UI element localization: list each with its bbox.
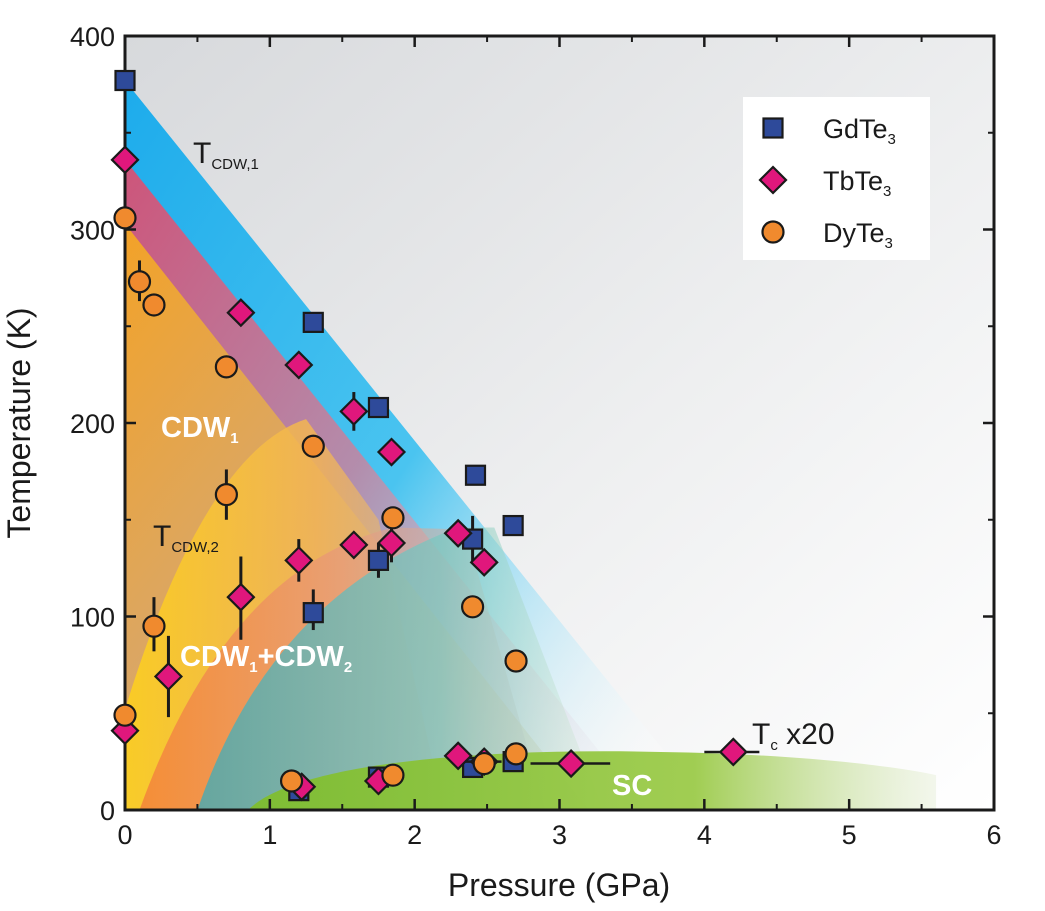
x-tick-label: 4 [697,820,712,850]
dyte3-point-7 [461,595,485,619]
tbte3-point-17 [556,749,586,779]
tc-label-main: T [752,718,770,751]
cdw1-cdw2-label-b-sub: 2 [344,659,352,676]
tc-label-sub: c [770,737,778,754]
x-tick-label: 5 [842,820,857,850]
tcdw2-label-sub: CDW,2 [171,539,219,556]
cdw1-label: CDW1 [161,412,239,447]
dyte3-point-1 [127,270,152,294]
x-tick-label: 1 [262,820,277,850]
gdte3-point-2 [367,396,390,419]
tbte3-point-2 [284,350,314,380]
gdte3-point-3 [464,464,487,486]
cdw1-cdw2-label-b: CDW [275,641,345,673]
cdw1-cdw2-label-a: CDW [180,641,250,673]
gdte3-point-1 [302,311,324,333]
tbte3-point-11 [153,661,184,692]
tbte3-point-6 [469,547,499,577]
gdte3-point-0 [114,69,136,92]
sc-label: SC [612,770,652,802]
legend-label-sub: 3 [888,131,896,148]
x-tick-label: 3 [552,820,567,850]
tbte3-point-7 [284,545,314,575]
y-tick-label: 300 [70,216,115,246]
tcdw1-label-main: T [193,137,211,170]
tbte3-point-5 [443,518,473,548]
tbte3-point-8 [339,530,369,560]
legend-label-main: DyTe [823,218,885,248]
dyte3-point-10 [113,703,137,727]
tc-label-suffix: x20 [778,718,835,751]
dyte3-point-9 [142,614,166,638]
dyte3-point-14 [504,742,528,766]
gdte3-point-4 [502,514,524,537]
tbte3-point-18 [718,737,748,767]
tcdw1-label-sub: CDW,1 [211,156,259,173]
tbte3-point-4 [376,437,407,467]
legend-marker-diamond [758,165,788,195]
tcdw1-label: TCDW,1 [193,137,259,173]
y-axis-title: Temperature (K) [1,307,37,538]
tcdw2-label: TCDW,2 [153,520,219,556]
dyte3-point-0 [113,206,137,230]
cdw1-label-main: CDW [161,412,231,444]
tbte3-point-10 [226,582,256,612]
tcdw2-label-main: T [153,520,171,553]
dyte3-point-4 [301,434,325,458]
y-tick-label: 0 [100,796,115,826]
legend-label-sub: 3 [883,183,891,200]
legend-label-sub: 3 [885,235,893,252]
cdw1-cdw2-label-plus: + [258,641,275,673]
legend-label-main: GdTe [823,114,888,144]
dyte3-point-11 [279,769,304,793]
dyte3-point-13 [472,751,496,776]
y-tick-label: 400 [70,22,115,52]
legend-label: DyTe3 [823,218,893,252]
cdw1-cdw2-label: CDW1+CDW2 [180,641,352,676]
x-tick-label: 2 [407,820,422,850]
legend-label: TbTe3 [823,166,891,200]
tbte3-point-9 [376,528,407,558]
dyte3-point-2 [142,293,166,317]
dyte3-point-3 [214,355,238,379]
cdw1-cdw2-label-a-sub: 1 [249,659,257,676]
tbte3-point-3 [339,396,369,426]
y-tick-label: 200 [70,409,115,439]
dyte3-point-5 [381,506,405,530]
tbte3-point-15 [443,741,473,771]
legend-marker-square [762,117,784,139]
y-tick-label: 100 [70,603,115,633]
tc-label: Tc x20 [752,718,835,754]
superconducting-region [248,751,937,810]
x-axis-title: Pressure (GPa) [448,867,670,903]
dyte3-point-8 [504,649,528,673]
dyte3-point-12 [381,763,405,787]
legend-label-main: TbTe [823,166,883,196]
tbte3-point-0 [110,145,140,175]
axes: 0 1 2 3 4 5 6 0 100 200 300 400 [70,22,1002,850]
cdw1-label-sub: 1 [230,430,238,447]
gdte3-point-5 [367,549,390,571]
x-tick-label: 0 [117,820,132,850]
x-tick-label: 6 [986,820,1001,850]
gdte3-cdw2-region [197,527,603,810]
tbte3-point-1 [226,298,256,328]
legend-marker-circle [761,220,785,244]
legend-label: GdTe3 [823,114,896,148]
phase-regions [125,80,937,810]
gdte3-point-7 [302,602,324,624]
data-markers [110,69,760,802]
dyte3-point-6 [214,482,238,507]
